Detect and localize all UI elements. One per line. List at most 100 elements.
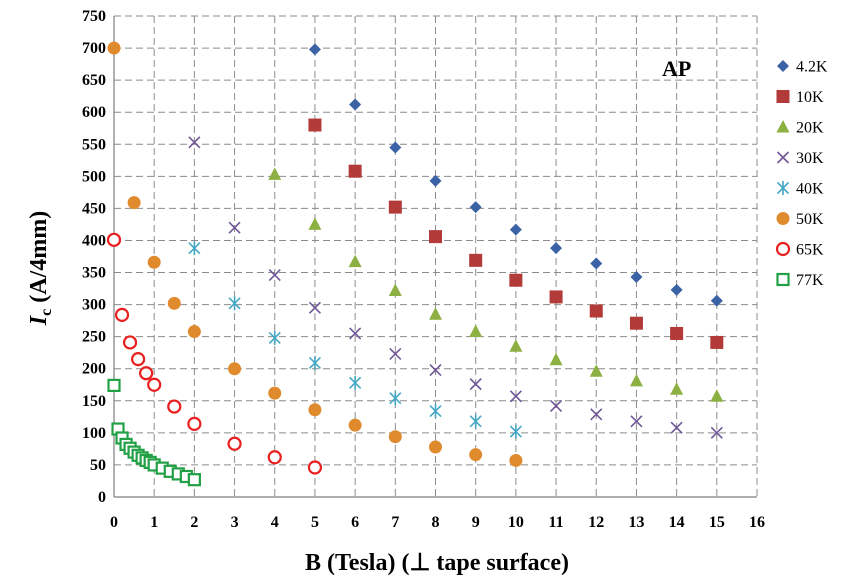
x-marker-stroke [308,301,322,314]
data-point [429,230,442,244]
data-point [630,415,643,428]
data-point [388,430,402,444]
y-tick-label: 250 [82,329,106,346]
data-point [670,326,684,340]
diamond-marker [349,98,362,111]
circle-marker [308,403,322,417]
circle-marker [388,430,402,444]
y-axis-title-symbol: I [26,314,52,326]
circle-marker [147,255,161,269]
x-marker-stroke [776,151,790,164]
data-point [127,196,141,210]
legend-label: 77K [796,272,824,289]
diamond-marker [670,283,683,296]
x-tick-label: 10 [508,514,524,531]
x-tick-label: 12 [588,514,604,531]
data-point [469,414,482,429]
data-point [227,436,242,451]
data-point [509,453,523,467]
x-marker-stroke [349,327,362,340]
data-point [549,399,563,412]
triangle-marker [429,307,442,320]
data-point [590,257,603,270]
data-point [268,330,281,345]
data-point [107,41,121,55]
x-marker-stroke [188,136,201,149]
data-point [429,307,442,320]
series-30k [188,136,723,439]
diamond-marker [308,43,321,56]
triangle-marker [710,389,724,402]
legend-item: 77K [776,272,824,289]
data-point [268,167,282,180]
x-marker-stroke [670,421,683,434]
y-axis-title-unit: (A/4mm) [26,211,52,309]
data-point [187,325,201,339]
data-point [167,296,181,310]
circle-marker [228,362,242,376]
legend-label: 30K [796,150,824,167]
x-tick-label: 3 [231,514,239,531]
open-circle-marker [267,450,282,465]
series-50k [107,41,523,467]
x-marker-stroke [590,408,603,421]
circle-marker [107,41,121,55]
x-tick-label: 9 [472,514,480,531]
data-point [469,324,483,338]
x-tick-label: 5 [311,514,319,531]
data-point [710,426,723,439]
data-point [509,273,523,287]
data-point [349,327,362,340]
data-point [187,416,202,431]
diamond-marker [550,242,563,255]
triangle-marker [670,382,684,395]
data-point [589,364,603,377]
data-point [389,391,402,406]
x-marker-stroke [268,269,281,282]
triangle-marker [589,364,603,377]
square-marker [549,290,563,304]
data-point [469,253,483,267]
square-marker [469,253,483,267]
square-marker [429,230,442,244]
triangle-marker [308,217,322,230]
data-point [388,283,402,296]
triangle-marker [268,167,282,180]
circle-marker [167,296,181,310]
circle-marker [469,448,483,462]
legend-marker [776,90,790,103]
circle-marker [187,325,201,339]
x-tick-label: 13 [628,514,644,531]
data-point [307,460,323,475]
data-point [147,377,162,392]
open-circle-marker [147,377,162,392]
open-circle-marker [131,352,146,367]
data-point [228,296,241,311]
open-circle-marker [122,335,138,350]
x-tick-label: 14 [669,514,685,531]
series-20k [268,167,724,402]
triangle-marker [469,324,483,338]
data-point [308,355,322,370]
square-marker [776,90,790,103]
y-tick-label: 500 [82,168,106,185]
x-tick-label: 6 [351,514,359,531]
data-point [629,316,643,330]
open-circle-marker [307,460,323,475]
y-tick-label: 550 [82,136,106,153]
x-tick-label: 7 [391,514,399,531]
open-circle-marker [775,241,791,257]
square-marker [348,164,362,178]
x-marker-stroke [549,399,563,412]
data-point [308,301,322,314]
series-4-2k [308,43,723,307]
y-axis-title: Ic (A/4mm) [26,211,55,326]
data-point [268,386,282,400]
open-square-marker [187,473,201,487]
series-40k [188,241,522,439]
diamond-marker [509,223,522,236]
data-point [469,448,483,462]
data-point [509,223,522,236]
triangle-marker [549,352,563,366]
legend-marker [776,120,790,133]
